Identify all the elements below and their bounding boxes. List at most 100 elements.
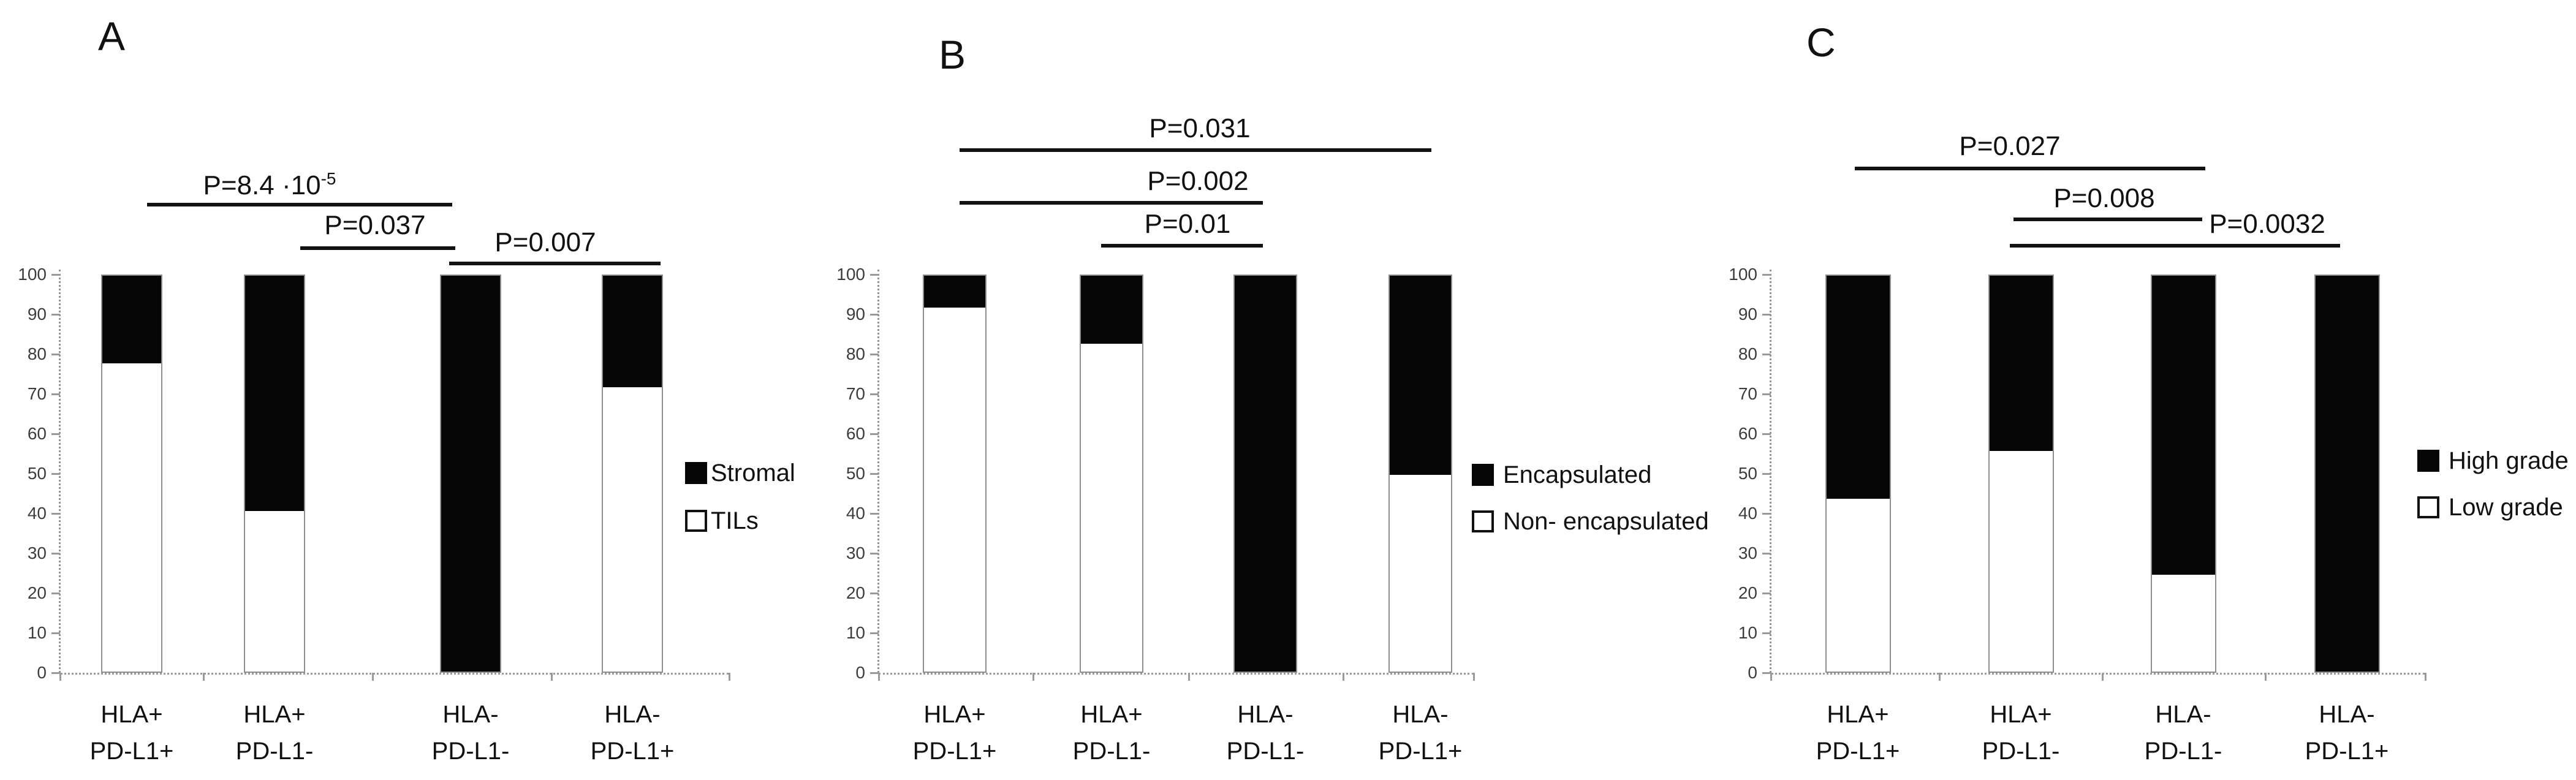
category-label-line: HLA+ [923,701,986,728]
bar-segment-encapsulated [1081,276,1142,344]
y-tick-label: 100 [1729,265,1757,284]
y-axis-panel-a [59,270,61,673]
y-tick-label: 60 [846,424,865,443]
y-tick-mark [1762,672,1771,674]
pvalue-label: P=0.027 [1875,131,2145,162]
significance-line [2010,244,2340,248]
y-tick-label: 30 [846,543,865,562]
bar-segment-encapsulated [924,276,985,308]
bar-segment-high-grade [2315,276,2379,672]
y-tick-mark [870,632,879,634]
significance-line [147,203,452,206]
category-label-line: HLA- [2155,701,2211,728]
x-axis-category-tick [1032,673,1034,681]
legend-swatch-filled-square-icon [1472,464,1494,486]
pvalue-text: P=0.0032 [2209,209,2325,239]
pvalue-text: P=0.008 [2053,183,2155,213]
category-label-line: PD-L1+ [2305,738,2389,765]
category-label: HLA+ PD-L1- [176,696,373,770]
y-tick-label: 40 [27,504,47,523]
pvalue-text: P=0.031 [1149,113,1251,143]
bar-segment-encapsulated [1390,276,1451,475]
category-label-line: HLA+ [1827,701,1889,728]
pvalue-label: P=0.0032 [2132,208,2402,240]
y-tick-label: 50 [1738,464,1757,483]
y-tick-mark [1762,593,1771,594]
y-tick-mark [51,433,60,435]
bar-segment-stromal [245,276,304,511]
x-axis-category-tick [1770,673,1772,681]
y-tick-label: 0 [37,663,47,682]
y-tick-mark [1762,433,1771,435]
y-tick-mark [51,354,60,355]
y-tick-label: 60 [27,424,47,443]
x-axis-category-tick [1473,673,1475,681]
x-axis-category-tick [1939,673,1941,681]
category-label-line: PD-L1- [235,738,314,765]
y-tick-mark [51,473,60,475]
pvalue-label: P=0.007 [411,227,680,259]
panel-label-a: A [98,13,126,59]
y-tick-mark [870,354,879,355]
bar-a-1 [101,275,162,673]
y-tick-label: 70 [1738,384,1757,403]
y-tick-label: 60 [1738,424,1757,443]
y-tick-mark [1762,274,1771,276]
legend-swatch-open-square-icon [685,510,707,532]
x-axis-category-tick [59,673,61,681]
pvalue-text: P=0.037 [324,210,426,240]
x-axis-category-tick [1342,673,1344,681]
y-tick-mark [870,393,879,395]
y-tick-label: 20 [846,583,865,602]
x-axis-category-tick [202,673,205,681]
y-tick-label: 90 [846,305,865,324]
pvalue-label: P=0.002 [1063,165,1333,197]
pvalue-text: P=0.01 [1144,209,1231,239]
significance-line [960,148,1431,152]
legend-label: High grade [2449,447,2569,474]
x-axis-category-tick [2425,673,2426,681]
pvalue-label: P=0.01 [1053,208,1322,240]
y-tick-label: 40 [846,504,865,523]
bar-segment-high-grade [2151,276,2215,575]
legend-label: Stromal [711,460,795,487]
category-label-line: HLA+ [1990,701,2052,728]
category-label: HLA- PD-L1- [2085,696,2281,770]
bar-b-1 [923,275,987,673]
legend-item: Low grade [2417,491,2563,523]
category-label-line: PD-L1+ [1378,738,1463,765]
category-label-line: HLA- [1237,701,1294,728]
significance-line [449,262,661,265]
x-axis-baseline-panel-a [60,673,729,675]
y-tick-label: 0 [855,663,865,682]
category-label-line: HLA- [1392,701,1449,728]
y-tick-mark [1762,632,1771,634]
y-tick-label: 0 [1748,663,1757,682]
panel-label-c: C [1806,20,1836,65]
significance-line [300,246,455,250]
significance-line [2013,218,2202,221]
pvalue-text: P=0.007 [494,227,596,257]
x-axis-category-tick [372,673,374,681]
y-tick-mark [870,672,879,674]
category-label-line: PD-L1+ [590,738,675,765]
category-label-line: HLA- [442,701,499,728]
y-tick-mark [51,632,60,634]
bar-a-4 [602,275,663,673]
x-axis-category-tick [1188,673,1190,681]
pvalue-label: P=8.4 ·10-5 [135,163,404,202]
y-tick-label: 20 [1738,583,1757,602]
legend-item: High grade [2417,445,2569,477]
category-label-line: HLA- [604,701,661,728]
y-tick-label: 20 [27,583,47,602]
pvalue-text: P=0.002 [1147,166,1249,196]
y-tick-mark [51,672,60,674]
category-label: HLA+ PD-L1- [1013,696,1210,770]
x-axis-category-tick [2101,673,2104,681]
y-tick-mark [870,433,879,435]
bar-c-3 [2150,275,2216,673]
y-tick-mark [51,393,60,395]
y-tick-mark [1762,473,1771,475]
pvalue-text: P=0.027 [1959,131,2061,161]
